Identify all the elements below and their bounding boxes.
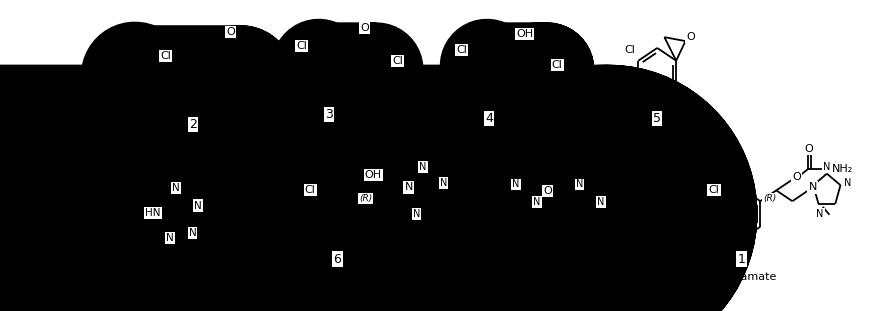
Text: N: N (439, 178, 447, 188)
Text: 6: 6 (334, 253, 342, 266)
Text: N: N (419, 162, 426, 172)
Text: O: O (543, 186, 552, 196)
Text: Cl: Cl (709, 185, 719, 195)
Text: (R): (R) (359, 194, 372, 203)
Text: OH: OH (516, 29, 534, 39)
Text: O: O (226, 27, 235, 37)
Text: Cl: Cl (624, 45, 636, 55)
Text: NaOH: NaOH (552, 47, 586, 60)
Text: HN: HN (146, 208, 161, 218)
Text: N: N (597, 197, 604, 207)
Text: 2: 2 (189, 118, 197, 131)
Text: N: N (172, 183, 180, 193)
Text: O: O (361, 23, 370, 33)
Text: O: O (804, 144, 813, 154)
Text: Cenobamate: Cenobamate (705, 272, 777, 282)
Text: ADH: ADH (390, 47, 415, 60)
Text: N: N (512, 179, 520, 189)
Text: Cl: Cl (456, 45, 467, 55)
Text: NH₂: NH₂ (832, 164, 853, 174)
Text: N: N (405, 183, 413, 193)
Text: 3: 3 (325, 108, 333, 121)
Text: 1: 1 (738, 253, 746, 266)
Text: Cl: Cl (304, 185, 316, 195)
Text: (R): (R) (763, 194, 776, 203)
Text: N: N (188, 228, 196, 238)
Text: 2: 2 (189, 118, 197, 131)
Text: 4: 4 (485, 112, 493, 125)
Text: O: O (686, 32, 695, 42)
Text: Cl: Cl (160, 51, 171, 61)
Text: N: N (823, 162, 830, 172)
Text: Cl: Cl (392, 56, 403, 66)
Text: N: N (412, 209, 420, 219)
Text: 5: 5 (653, 112, 661, 125)
Text: Cl: Cl (552, 60, 562, 70)
Text: N: N (194, 201, 202, 211)
Text: NH₄OH: NH₄OH (528, 250, 568, 263)
Text: O: O (792, 172, 801, 182)
Text: N: N (808, 183, 817, 193)
Text: Cl: Cl (296, 41, 307, 51)
Text: N: N (534, 197, 541, 207)
Text: N: N (816, 209, 824, 219)
Text: N: N (576, 179, 583, 189)
Text: OH: OH (364, 170, 382, 180)
Text: N: N (166, 233, 174, 243)
Text: N: N (843, 178, 851, 188)
